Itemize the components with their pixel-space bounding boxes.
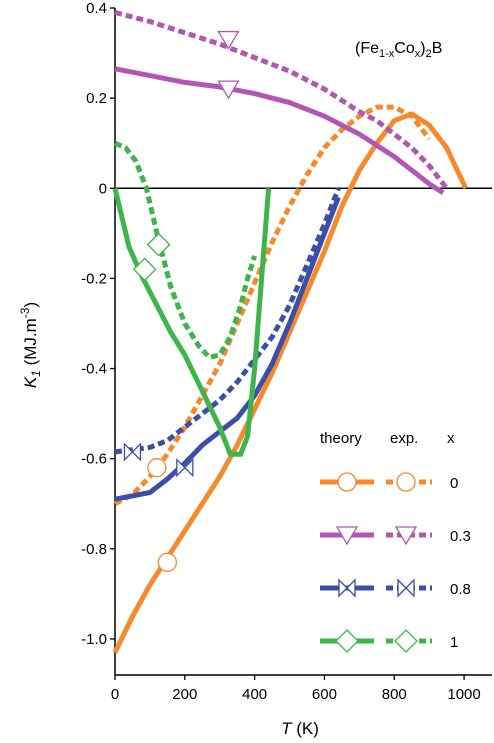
data-marker-x0.3-theory [217,80,240,100]
legend-theory-marker [335,526,359,546]
formula-annotation: (Fe1-xCox)2B [355,40,442,60]
series-line-x0.8-theory [114,196,341,502]
legend: theory exp. x 0 0.3 0.8 1 [320,430,471,653]
y-ticks: 0.4 0.2 0 -0.2 -0.4 -0.6 -0.8 -1.0 [81,0,115,648]
series-line-x1-exp [114,140,257,360]
series-line-x1-theory [112,187,272,457]
legend-label: 0.8 [450,581,471,598]
marker-layer [123,30,240,572]
x-tick-label: 1000 [447,686,480,703]
legend-header-exp: exp. [390,430,418,447]
legend-exp-marker [394,526,418,546]
y-tick-label: 0.2 [86,90,107,107]
data-marker-x1-theory [132,257,157,282]
data-marker-x0.8-exp [123,442,142,462]
y-tick-label: 0 [99,180,107,197]
legend-theory-marker [337,472,357,492]
legend-label: 1 [450,634,458,651]
legend-header-x: x [447,430,455,447]
y-tick-label: -0.2 [81,270,107,287]
y-tick-label: -0.4 [81,361,107,378]
legend-rows: 0 0.3 0.8 1 [320,472,471,653]
legend-header-theory: theory [320,430,362,447]
y-tick-label: 0.4 [86,0,107,17]
legend-exp-marker [394,629,418,653]
x-tick-label: 200 [172,686,197,703]
x-axis-title: T (K) [281,719,319,738]
legend-label: 0.3 [450,528,471,545]
x-tick-label: 400 [242,686,267,703]
series-line-x0.8-exp [114,187,341,455]
series-line-x0.3-exp [114,10,449,190]
x-tick-label: 800 [382,686,407,703]
legend-theory-marker [338,578,356,598]
legend-exp-marker [396,472,416,492]
x-tick-label: 0 [111,686,119,703]
series-line-x0-theory [112,111,469,654]
x-tick-label: 600 [312,686,337,703]
data-marker-x1-exp [146,232,171,257]
series-line-x0-exp [113,104,432,506]
y-tick-label: -0.8 [81,541,107,558]
legend-label: 0 [450,475,458,492]
x-ticks: 0 200 400 600 800 1000 [111,675,481,703]
data-marker-x0-exp [147,458,167,478]
y-tick-label: -1.0 [81,631,107,648]
plot-frame [114,8,492,676]
legend-exp-marker [397,578,415,598]
series-layer [112,10,469,654]
y-axis-title: K1 (MJ.m-3) [18,302,43,388]
y-tick-label: -0.6 [81,451,107,468]
data-marker-x0-theory [157,552,178,572]
data-marker-x0.3-exp [217,30,240,50]
legend-theory-marker [335,629,359,653]
series-line-x0.3-theory [114,66,445,195]
data-marker-x0.8-theory [176,458,194,478]
